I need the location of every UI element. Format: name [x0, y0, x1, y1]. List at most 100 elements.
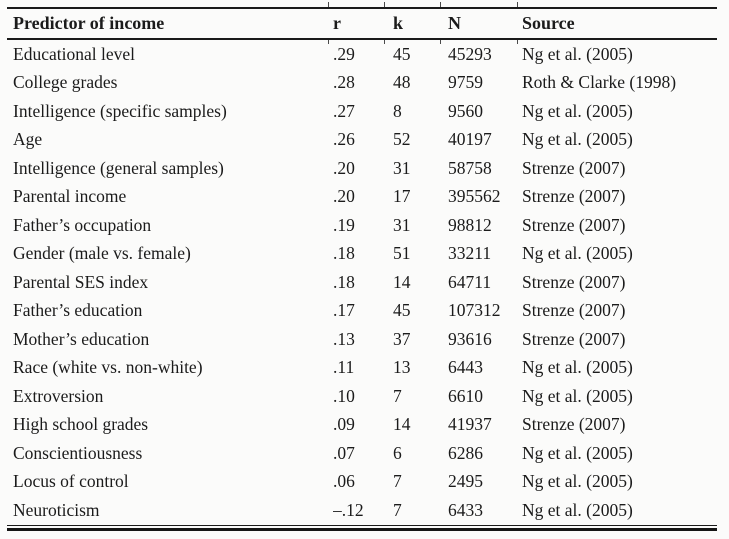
cell-source: Strenze (2007) — [522, 186, 626, 207]
cell-k: 45 — [393, 300, 411, 321]
cell-r: .27 — [333, 100, 355, 121]
cell-source: Strenze (2007) — [522, 157, 626, 178]
cell-k: 8 — [393, 100, 402, 121]
cell-k: 31 — [393, 157, 411, 178]
cell-r: .19 — [333, 214, 355, 235]
cell-r: .29 — [333, 43, 355, 64]
cell-k: 13 — [393, 357, 411, 378]
cell-predictor: Locus of control — [13, 471, 129, 492]
cell-source: Ng et al. (2005) — [522, 442, 633, 463]
cell-k: 7 — [393, 471, 402, 492]
cell-r: .18 — [333, 243, 355, 264]
cell-source: Ng et al. (2005) — [522, 43, 633, 64]
cell-predictor: College grades — [13, 72, 118, 93]
cell-n: 33211 — [448, 243, 492, 264]
cell-k: 7 — [393, 499, 402, 520]
cell-predictor: Father’s education — [13, 300, 143, 321]
cell-n: 6433 — [448, 499, 483, 520]
cell-predictor: Age — [13, 129, 43, 150]
cell-k: 14 — [393, 271, 411, 292]
cell-n: 98812 — [448, 214, 492, 235]
cell-predictor: Parental SES index — [13, 271, 149, 292]
cell-n: 6286 — [448, 442, 483, 463]
cell-predictor: Father’s occupation — [13, 214, 152, 235]
table-row: College grades .28 48 9759 Roth & Clarke… — [7, 69, 717, 98]
table-row: Conscientiousness .07 6 6286 Ng et al. (… — [7, 439, 717, 468]
cell-n: 6443 — [448, 357, 483, 378]
cell-predictor: Educational level — [13, 43, 135, 64]
column-boundary-tick — [440, 2, 441, 7]
table-row: Mother’s education .13 37 93616 Strenze … — [7, 325, 717, 354]
predictors-of-income-table: Predictor of income r k N Source Educati… — [7, 2, 717, 531]
cell-r: .26 — [333, 129, 355, 150]
cell-predictor: Conscientiousness — [13, 442, 143, 463]
cell-predictor: Intelligence (general samples) — [13, 157, 224, 178]
cell-n: 107312 — [448, 300, 501, 321]
cell-r: .11 — [333, 357, 355, 378]
cell-source: Ng et al. (2005) — [522, 243, 633, 264]
column-boundary-tick — [440, 40, 441, 44]
cell-n: 41937 — [448, 414, 492, 435]
cell-source: Strenze (2007) — [522, 214, 626, 235]
cell-n: 2495 — [448, 471, 483, 492]
table-row: Father’s education .17 45 107312 Strenze… — [7, 297, 717, 326]
table-header-row: Predictor of income r k N Source — [7, 9, 717, 40]
table-row: Race (white vs. non-white) .11 13 6443 N… — [7, 354, 717, 383]
cell-predictor: Intelligence (specific samples) — [13, 100, 227, 121]
cell-k: 14 — [393, 414, 411, 435]
cell-source: Ng et al. (2005) — [522, 471, 633, 492]
column-header-n: N — [448, 13, 461, 33]
cell-n: 45293 — [448, 43, 492, 64]
table-row: Parental SES index .18 14 64711 Strenze … — [7, 268, 717, 297]
cell-source: Strenze (2007) — [522, 328, 626, 349]
table-row: Father’s occupation .19 31 98812 Strenze… — [7, 211, 717, 240]
table-row: Parental income .20 17 395562 Strenze (2… — [7, 183, 717, 212]
cell-n: 395562 — [448, 186, 501, 207]
column-header-source: Source — [522, 13, 575, 33]
cell-k: 51 — [393, 243, 411, 264]
cell-predictor: High school grades — [13, 414, 149, 435]
column-boundary-tick — [328, 2, 329, 7]
cell-k: 48 — [393, 72, 411, 93]
column-header-r: r — [333, 13, 341, 33]
cell-k: 37 — [393, 328, 411, 349]
cell-k: 52 — [393, 129, 411, 150]
table-row: Intelligence (general samples) .20 31 58… — [7, 154, 717, 183]
cell-k: 31 — [393, 214, 411, 235]
cell-source: Strenze (2007) — [522, 271, 626, 292]
column-boundary-tick — [384, 2, 385, 7]
cell-n: 64711 — [448, 271, 492, 292]
cell-n: 93616 — [448, 328, 492, 349]
cell-r: .20 — [333, 186, 355, 207]
table-row: High school grades .09 14 41937 Strenze … — [7, 411, 717, 440]
cell-r: .17 — [333, 300, 355, 321]
column-boundary-tick — [517, 40, 518, 44]
cell-source: Ng et al. (2005) — [522, 357, 633, 378]
cell-source: Ng et al. (2005) — [522, 100, 633, 121]
table-row: Neuroticism –.12 7 6433 Ng et al. (2005) — [7, 496, 717, 525]
cell-r: .07 — [333, 442, 355, 463]
cell-n: 58758 — [448, 157, 492, 178]
table-row: Age .26 52 40197 Ng et al. (2005) — [7, 126, 717, 155]
cell-k: 6 — [393, 442, 402, 463]
cell-predictor: Gender (male vs. female) — [13, 243, 191, 264]
cell-k: 45 — [393, 43, 411, 64]
cell-k: 17 — [393, 186, 411, 207]
cell-predictor: Parental income — [13, 186, 127, 207]
table-row: Educational level .29 45 45293 Ng et al.… — [7, 40, 717, 69]
cell-predictor: Mother’s education — [13, 328, 150, 349]
table-row: Intelligence (specific samples) .27 8 95… — [7, 97, 717, 126]
table-body: Educational level .29 45 45293 Ng et al.… — [7, 40, 717, 525]
column-boundary-tick — [384, 40, 385, 44]
cell-predictor: Neuroticism — [13, 499, 100, 520]
table-row: Gender (male vs. female) .18 51 33211 Ng… — [7, 240, 717, 269]
cell-source: Strenze (2007) — [522, 414, 626, 435]
table-bottom-rule — [7, 524, 717, 531]
cell-n: 9560 — [448, 100, 483, 121]
column-boundary-tick — [517, 2, 518, 7]
cell-predictor: Extroversion — [13, 385, 104, 406]
cell-source: Ng et al. (2005) — [522, 499, 633, 520]
cell-r: .10 — [333, 385, 355, 406]
table-row: Extroversion .10 7 6610 Ng et al. (2005) — [7, 382, 717, 411]
